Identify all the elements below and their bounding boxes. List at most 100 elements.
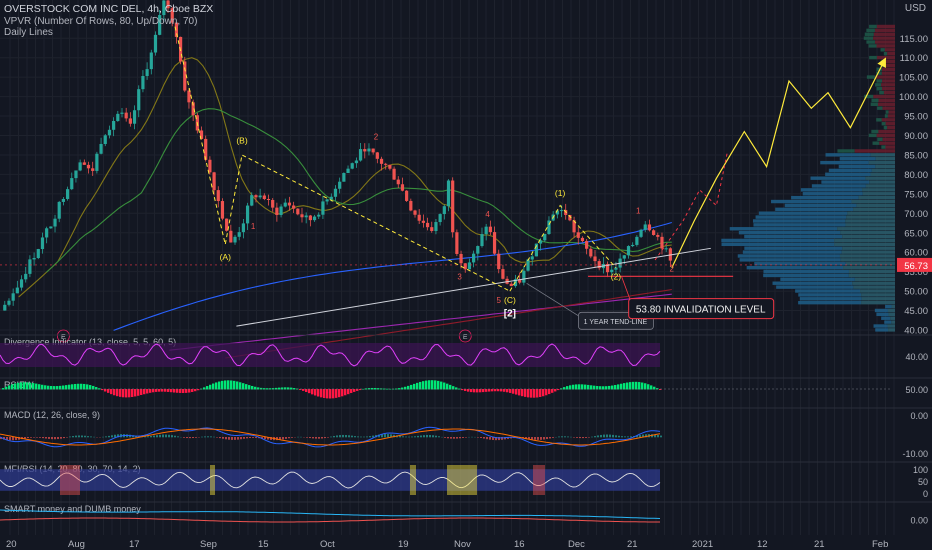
drawings: (A) (B) (C) [2] (1) (2) 1 2 3 4 5 1 2 1 YEAR TEND-LIN…: [56, 26, 886, 343]
rsiew-bar: [152, 389, 155, 393]
rsiew-bar: [29, 382, 32, 390]
macd-histogram-bar: [201, 436, 203, 438]
rsiew-bar: [527, 389, 530, 398]
volume-bar-down: [870, 172, 895, 176]
volume-bar-up: [752, 219, 846, 223]
wave-label: [2]: [504, 308, 516, 319]
macd-histogram-bar: [411, 436, 413, 438]
rsiew-bar: [68, 384, 71, 390]
macd-histogram-bar: [207, 436, 209, 438]
time-axis[interactable]: 20 Aug 17 Sep 15 Oct 19 Nov 16 Dec 21 2021 12 21 Feb: [0, 536, 932, 550]
candle-body: [446, 180, 451, 207]
rsiew-bar: [659, 389, 662, 391]
candle-body: [296, 208, 300, 215]
candle-body: [199, 130, 204, 139]
sub-projection: [654, 150, 729, 261]
volume-bar-up: [873, 324, 888, 328]
macd-histogram-bar: [324, 437, 326, 439]
rsiew-bar: [587, 384, 590, 390]
rsiew-bar: [623, 383, 626, 390]
volume-bar-up: [875, 83, 882, 87]
rsiew-bar: [47, 385, 50, 390]
macd-histogram-bar: [444, 437, 446, 438]
macd-histogram-bar: [624, 436, 626, 438]
rsiew-bar: [227, 380, 230, 390]
rsiew-bar: [599, 386, 602, 390]
macd-histogram-bar: [261, 437, 263, 439]
macd-histogram-bar: [366, 436, 368, 438]
volume-bar-down: [870, 153, 895, 157]
rsiew-bar: [491, 389, 494, 392]
macd-histogram-bar: [36, 437, 38, 438]
rsiew-bar: [77, 383, 80, 390]
volume-bar-up: [780, 277, 855, 282]
volume-bar-down: [843, 265, 895, 270]
macd-line: [0, 426, 661, 448]
volume-bar-down: [878, 98, 895, 103]
rsiew-bar: [614, 385, 617, 390]
volume-bar-up: [775, 207, 854, 212]
indicator-panes: Divergence Indicator (13, close, 5, 5, 6…: [0, 334, 932, 526]
rsiew-bar: [233, 380, 236, 390]
volume-bar-up: [871, 98, 879, 103]
macd-histogram-bar: [57, 437, 59, 440]
volume-bar-down: [875, 164, 895, 169]
candle-body: [472, 253, 476, 263]
macd-histogram-bar: [147, 436, 149, 438]
volume-bar-up: [795, 289, 861, 293]
candle-body: [409, 200, 413, 211]
volume-bar-down: [883, 90, 895, 95]
macd-histogram-bar: [447, 437, 449, 439]
macd-histogram-bar: [150, 436, 152, 438]
rsiew-bar: [14, 383, 17, 390]
macd-histogram-bar: [540, 437, 542, 440]
macd-histogram-bar: [495, 437, 497, 441]
earnings-marker-label: E: [61, 334, 66, 341]
rsiew-bar: [572, 384, 575, 390]
rsiew-bar: [482, 389, 485, 393]
count-label: 4: [485, 210, 490, 219]
volume-bar-down: [879, 141, 895, 145]
price-axis[interactable]: 115.00 110.00 105.00 100.00 95.00 90.00 85.00 8…: [0, 34, 932, 337]
macd-histogram-bar: [330, 436, 332, 438]
volume-bar-up: [744, 246, 843, 250]
pane-band: [0, 469, 660, 491]
rsiew-bar: [359, 389, 362, 391]
rsiew-bar: [503, 389, 506, 392]
volume-bar-down: [873, 36, 895, 40]
volume-bar-up: [877, 106, 883, 110]
macd-histogram-bar: [456, 437, 458, 439]
wave-label: (1): [555, 188, 566, 198]
count-label: 2: [670, 265, 675, 274]
rsiew-bar: [353, 389, 356, 392]
macd-histogram-bar: [252, 437, 254, 438]
candle-body: [216, 190, 220, 202]
candle-body: [141, 75, 145, 90]
volume-bar-up: [744, 234, 843, 239]
volume-bar-up: [884, 320, 892, 324]
volume-bar-down: [845, 219, 895, 223]
rsiew-bar: [632, 381, 635, 390]
pane-tick-label: 0: [923, 489, 928, 499]
candle-body: [358, 149, 363, 161]
candle-body: [262, 195, 266, 200]
price-tick-label: 95.00: [904, 112, 928, 123]
candle-body: [559, 210, 564, 212]
macd-histogram-bar: [42, 437, 44, 439]
rsiew-bar: [638, 382, 641, 390]
macd-histogram-bar: [117, 434, 119, 438]
macd-histogram-bar: [24, 437, 26, 439]
candle-body: [568, 214, 572, 221]
volume-bar-down: [868, 160, 895, 165]
rsiew-bar: [302, 389, 305, 391]
candle-body: [28, 259, 32, 274]
rsiew-bar: [551, 389, 554, 393]
rsiew-bar: [59, 385, 62, 390]
time-tick-label: 16: [514, 539, 525, 550]
volume-bar-down: [848, 269, 895, 274]
candle-body: [137, 89, 141, 111]
macd-histogram-bar: [543, 437, 545, 440]
volume-bar-down: [848, 273, 895, 278]
rsiew-bar: [164, 389, 167, 392]
